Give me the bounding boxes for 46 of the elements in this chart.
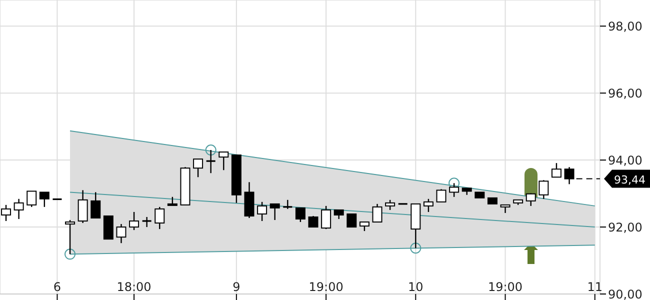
candlestick (270, 203, 280, 221)
candlestick (129, 211, 140, 231)
candlestick (282, 199, 293, 210)
point (205, 144, 216, 156)
candlestick (321, 205, 332, 230)
candlestick (78, 190, 88, 224)
candlestick (142, 216, 152, 228)
y-tick-label: 98,00 (608, 19, 642, 34)
candlestick (564, 166, 574, 185)
candlestick (359, 221, 370, 232)
candlestick (334, 209, 344, 220)
candlestick (346, 213, 357, 228)
x-tick-label: 18:00 (116, 280, 152, 294)
candlestick (39, 192, 50, 208)
point (410, 242, 422, 254)
candlestick (436, 188, 446, 203)
candlestick (385, 199, 396, 211)
candlestick (154, 206, 165, 230)
ref-line-label: 93,44 (614, 173, 646, 186)
candlestick (295, 207, 306, 223)
candlestick (257, 201, 268, 222)
candlestick (116, 223, 126, 244)
candlestick (14, 198, 24, 220)
candlestick (551, 162, 562, 178)
candlestick (526, 192, 536, 207)
candlestick (218, 151, 229, 171)
candlestick (193, 158, 204, 178)
y-tick-label: 90,00 (608, 287, 642, 300)
candlestick (308, 215, 318, 228)
point (64, 248, 76, 260)
candlestick (372, 203, 382, 223)
candlestick (423, 198, 434, 213)
candlestick (90, 192, 101, 219)
x-tick-label: 11 (587, 280, 603, 294)
y-tick-label: 94,00 (608, 153, 642, 168)
candlestick (244, 182, 254, 219)
candlestick (103, 215, 114, 240)
candlestick (26, 190, 37, 208)
y-tick-label: 92,00 (608, 220, 642, 234)
x-tick-label: 9 (232, 280, 240, 294)
candlestick (538, 180, 549, 200)
x-tick-label: 19:00 (308, 280, 344, 294)
x-tick-label: 19:00 (488, 280, 523, 294)
x-tick-label: 10 (408, 280, 424, 294)
x-tick-label: 6 (53, 280, 62, 294)
y-tick-label: 96,00 (608, 86, 642, 100)
